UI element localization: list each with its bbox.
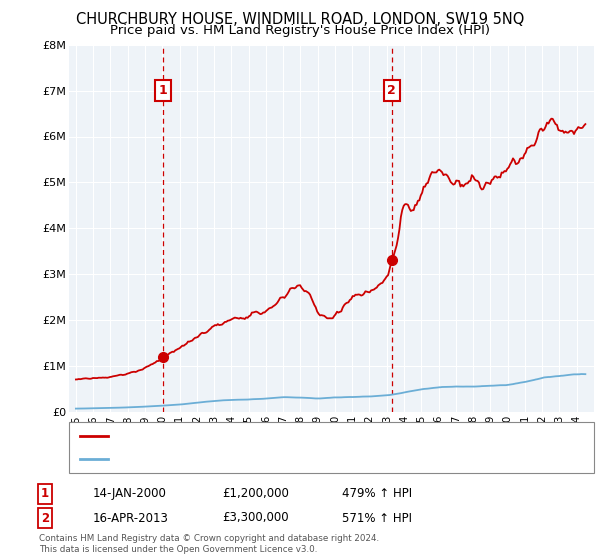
Text: £3,300,000: £3,300,000: [222, 511, 289, 525]
Text: 1: 1: [41, 487, 49, 501]
Text: Contains HM Land Registry data © Crown copyright and database right 2024.: Contains HM Land Registry data © Crown c…: [39, 534, 379, 543]
Text: 479% ↑ HPI: 479% ↑ HPI: [342, 487, 412, 501]
Text: 2: 2: [41, 511, 49, 525]
Text: This data is licensed under the Open Government Licence v3.0.: This data is licensed under the Open Gov…: [39, 545, 317, 554]
Text: 14-JAN-2000: 14-JAN-2000: [93, 487, 167, 501]
Text: 16-APR-2013: 16-APR-2013: [93, 511, 169, 525]
Text: 2: 2: [388, 84, 396, 97]
Text: 1: 1: [158, 84, 167, 97]
Text: Price paid vs. HM Land Registry's House Price Index (HPI): Price paid vs. HM Land Registry's House …: [110, 24, 490, 37]
Text: CHURCHBURY HOUSE, WINDMILL ROAD, LONDON, SW19 5NQ (semi-detached house): CHURCHBURY HOUSE, WINDMILL ROAD, LONDON,…: [114, 431, 531, 441]
Text: CHURCHBURY HOUSE, WINDMILL ROAD, LONDON, SW19 5NQ: CHURCHBURY HOUSE, WINDMILL ROAD, LONDON,…: [76, 12, 524, 27]
Text: 571% ↑ HPI: 571% ↑ HPI: [342, 511, 412, 525]
Text: HPI: Average price, semi-detached house, Merton: HPI: Average price, semi-detached house,…: [114, 454, 356, 464]
Text: £1,200,000: £1,200,000: [222, 487, 289, 501]
